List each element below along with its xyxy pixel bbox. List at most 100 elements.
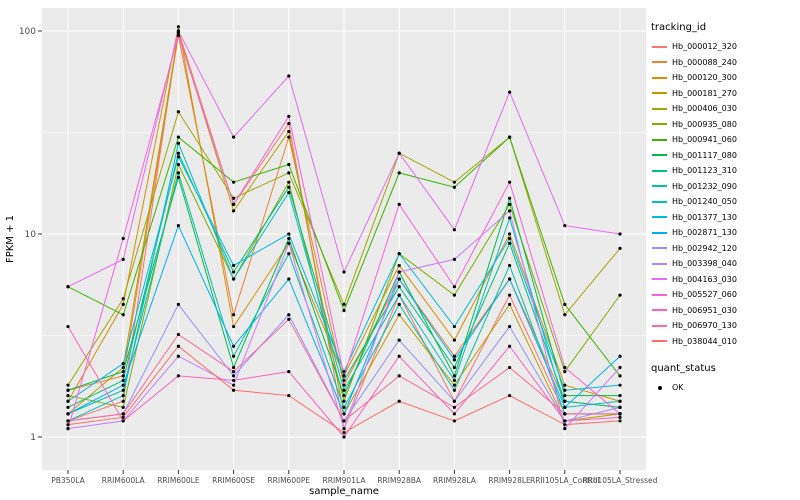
data-point[interactable] bbox=[232, 277, 236, 281]
data-point[interactable] bbox=[397, 338, 401, 342]
data-point[interactable] bbox=[508, 196, 512, 200]
data-point[interactable] bbox=[121, 419, 125, 423]
data-point[interactable] bbox=[397, 313, 401, 317]
data-point[interactable] bbox=[121, 383, 125, 387]
data-point[interactable] bbox=[397, 263, 401, 268]
data-point[interactable] bbox=[121, 257, 125, 261]
data-point[interactable] bbox=[66, 419, 70, 423]
data-point[interactable] bbox=[397, 354, 401, 358]
data-point[interactable] bbox=[452, 228, 456, 232]
data-point[interactable] bbox=[618, 415, 622, 419]
data-point[interactable] bbox=[287, 129, 291, 134]
data-point[interactable] bbox=[121, 361, 125, 366]
data-point[interactable] bbox=[342, 435, 346, 439]
data-point[interactable] bbox=[618, 354, 622, 358]
data-point[interactable] bbox=[452, 412, 456, 416]
data-point[interactable] bbox=[452, 405, 456, 409]
data-point[interactable] bbox=[176, 162, 180, 167]
data-point[interactable] bbox=[232, 180, 236, 184]
data-point[interactable] bbox=[508, 293, 512, 297]
data-point[interactable] bbox=[452, 185, 456, 189]
legend-item[interactable]: Hb_000935_080 bbox=[651, 117, 799, 133]
data-point[interactable] bbox=[397, 252, 401, 256]
data-point[interactable] bbox=[508, 209, 512, 213]
data-point[interactable] bbox=[66, 285, 70, 289]
data-point[interactable] bbox=[287, 180, 291, 184]
data-point[interactable] bbox=[452, 399, 456, 403]
data-point[interactable] bbox=[397, 277, 401, 281]
data-point[interactable] bbox=[452, 358, 456, 362]
legend-item[interactable]: Hb_000088_240 bbox=[651, 55, 799, 71]
data-point[interactable] bbox=[232, 378, 236, 383]
data-point[interactable] bbox=[121, 412, 125, 416]
data-point[interactable] bbox=[618, 365, 622, 370]
data-point[interactable] bbox=[508, 324, 512, 329]
data-point[interactable] bbox=[121, 365, 125, 370]
data-point[interactable] bbox=[287, 135, 291, 139]
data-point[interactable] bbox=[287, 185, 291, 189]
data-point[interactable] bbox=[342, 405, 346, 409]
data-point[interactable] bbox=[452, 354, 456, 358]
data-point[interactable] bbox=[342, 369, 346, 374]
data-point[interactable] bbox=[121, 302, 125, 306]
data-point[interactable] bbox=[508, 180, 512, 184]
data-point[interactable] bbox=[508, 393, 512, 398]
data-point[interactable] bbox=[563, 313, 567, 317]
data-point[interactable] bbox=[618, 419, 622, 423]
data-point[interactable] bbox=[342, 302, 346, 306]
data-point[interactable] bbox=[618, 383, 622, 387]
data-point[interactable] bbox=[342, 412, 346, 416]
legend-item[interactable]: Hb_001377_130 bbox=[651, 210, 799, 226]
data-point[interactable] bbox=[232, 324, 236, 329]
data-point[interactable] bbox=[508, 241, 512, 245]
data-point[interactable] bbox=[397, 285, 401, 289]
data-point[interactable] bbox=[232, 374, 236, 378]
legend-item[interactable]: Hb_002871_130 bbox=[651, 225, 799, 241]
data-point[interactable] bbox=[342, 399, 346, 403]
data-point[interactable] bbox=[287, 114, 291, 118]
legend-item[interactable]: Hb_000406_030 bbox=[651, 101, 799, 117]
data-point[interactable] bbox=[287, 252, 291, 256]
data-point[interactable] bbox=[342, 374, 346, 378]
legend-item[interactable]: Hb_000012_320 bbox=[651, 39, 799, 55]
data-point[interactable] bbox=[397, 399, 401, 403]
data-point[interactable] bbox=[232, 354, 236, 358]
data-point[interactable] bbox=[618, 374, 622, 378]
data-point[interactable] bbox=[563, 419, 567, 423]
data-point[interactable] bbox=[287, 162, 291, 167]
data-point[interactable] bbox=[563, 426, 567, 431]
data-point[interactable] bbox=[287, 171, 291, 175]
data-point[interactable] bbox=[176, 25, 180, 29]
data-point[interactable] bbox=[176, 151, 180, 155]
data-point[interactable] bbox=[66, 426, 70, 431]
data-point[interactable] bbox=[397, 374, 401, 378]
data-point[interactable] bbox=[176, 175, 180, 180]
data-point[interactable] bbox=[232, 365, 236, 370]
data-point[interactable] bbox=[121, 313, 125, 317]
data-point[interactable] bbox=[452, 338, 456, 342]
data-point[interactable] bbox=[563, 365, 567, 370]
legend-item[interactable]: Hb_001117_080 bbox=[651, 148, 799, 164]
data-point[interactable] bbox=[342, 308, 346, 313]
data-point[interactable] bbox=[287, 232, 291, 236]
data-point[interactable] bbox=[342, 419, 346, 423]
legend-item[interactable]: Hb_003398_040 bbox=[651, 256, 799, 272]
data-point[interactable] bbox=[397, 302, 401, 306]
data-point[interactable] bbox=[508, 277, 512, 281]
data-point[interactable] bbox=[342, 431, 346, 435]
data-point[interactable] bbox=[618, 232, 622, 236]
legend-item[interactable]: Hb_038044_010 bbox=[651, 334, 799, 350]
data-point[interactable] bbox=[508, 344, 512, 348]
data-point[interactable] bbox=[618, 412, 622, 416]
data-point[interactable] bbox=[287, 317, 291, 321]
data-point[interactable] bbox=[452, 378, 456, 383]
data-point[interactable] bbox=[452, 419, 456, 423]
data-point[interactable] bbox=[618, 393, 622, 398]
data-point[interactable] bbox=[176, 110, 180, 114]
data-point[interactable] bbox=[287, 74, 291, 78]
data-point[interactable] bbox=[342, 270, 346, 274]
data-point[interactable] bbox=[397, 293, 401, 297]
data-point[interactable] bbox=[342, 383, 346, 387]
data-point[interactable] bbox=[287, 190, 291, 195]
data-point[interactable] bbox=[563, 423, 567, 427]
